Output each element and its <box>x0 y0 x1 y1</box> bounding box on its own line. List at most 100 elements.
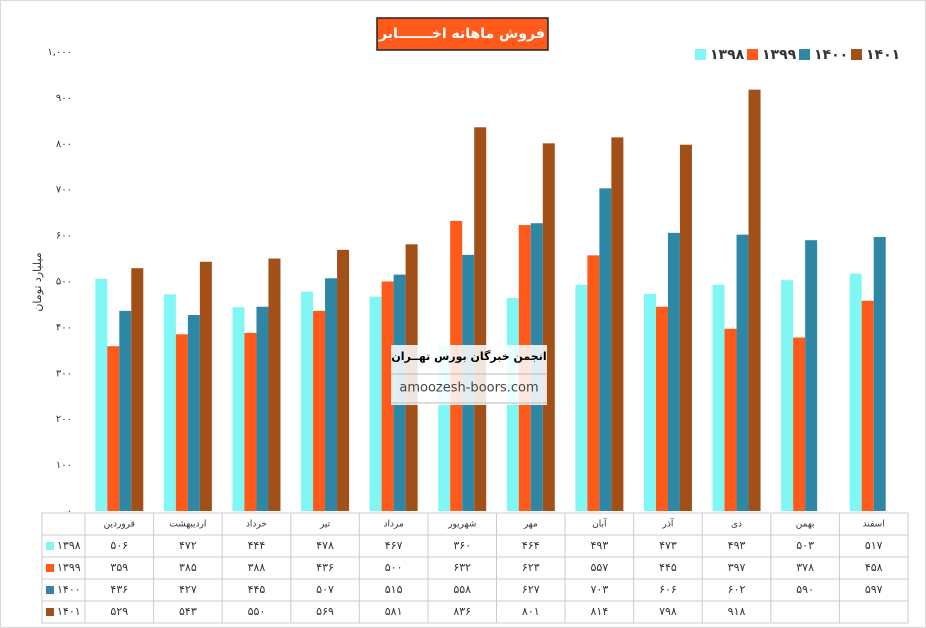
table-value: ۴۶۴ <box>522 539 540 552</box>
bar <box>381 281 394 511</box>
y-tick-label: ۶۰۰ <box>56 231 72 242</box>
table-value: ۴۹۳ <box>591 539 609 552</box>
table-value: ۸۰۱ <box>522 605 540 618</box>
table-value: ۴۳۶ <box>110 583 128 596</box>
bar <box>781 280 794 511</box>
table-value: ۳۵۹ <box>110 561 128 574</box>
x-tick-label: بهمن <box>796 520 815 530</box>
bar <box>849 273 862 511</box>
legend-label: ۱۳۹۸ <box>710 47 745 63</box>
legend-swatch <box>695 49 706 60</box>
y-tick-label: ۳۰۰ <box>56 368 72 379</box>
bar <box>369 296 382 511</box>
table-value: ۵۱۷ <box>865 539 883 552</box>
table-value: ۴۷۸ <box>316 539 334 552</box>
bar <box>232 307 245 511</box>
bar <box>805 240 818 511</box>
bar <box>611 137 624 511</box>
table-value: ۳۹۷ <box>728 561 746 574</box>
y-tick-label: ۸۰۰ <box>56 139 72 150</box>
y-tick-label: ۹۰۰ <box>56 93 72 104</box>
table-value: ۵۵۷ <box>591 561 609 574</box>
bar <box>175 334 188 511</box>
bar <box>337 249 350 512</box>
table-value: ۳۶۰ <box>453 539 471 552</box>
x-tick-label: خرداد <box>246 520 267 530</box>
table-value: ۵۵۸ <box>453 583 471 596</box>
table-value: ۴۴۵ <box>659 561 677 574</box>
y-tick-label: ۱,۰۰۰ <box>47 47 72 58</box>
table-value: ۶۰۶ <box>659 583 677 596</box>
table-series-name: ۱۳۹۹ <box>57 561 81 574</box>
bar <box>187 315 200 511</box>
table-value: ۵۰۷ <box>316 583 334 596</box>
y-tick-label: ۰ <box>67 506 72 517</box>
x-tick-label: اردیبهشت <box>169 520 206 530</box>
table-value: ۵۹۷ <box>865 583 883 596</box>
bar <box>119 310 132 511</box>
table-value: ۳۸۵ <box>179 561 197 574</box>
table-series-name: ۱۴۰۱ <box>57 605 81 618</box>
table-value: ۹۱۸ <box>728 605 746 618</box>
table-value: ۳۸۸ <box>248 561 266 574</box>
table-value: ۵۵۰ <box>248 605 266 618</box>
bar <box>542 143 555 511</box>
x-tick-label: مهر <box>523 520 538 530</box>
table-value: ۴۶۷ <box>385 539 403 552</box>
table-value: ۶۰۲ <box>728 583 746 596</box>
bar <box>712 284 725 511</box>
watermark-title: انجمن خبرگان بورس تهــران <box>391 350 546 363</box>
bar <box>163 294 176 511</box>
table-value: ۴۳۶ <box>316 561 334 574</box>
table-value: ۴۹۳ <box>728 539 746 552</box>
x-tick-label: مرداد <box>383 520 403 530</box>
x-tick-label: آذر <box>662 518 674 530</box>
bar <box>575 284 588 511</box>
table-value: ۵۰۶ <box>110 539 128 552</box>
y-tick-label: ۵۰۰ <box>56 277 72 288</box>
bar <box>313 310 326 511</box>
table-legend-swatch <box>46 542 54 550</box>
y-tick-label: ۴۰۰ <box>56 322 72 333</box>
legend-swatch <box>851 49 862 60</box>
table-legend-swatch <box>46 608 54 616</box>
table-value: ۵۰۳ <box>796 539 814 552</box>
table-value: ۵۲۹ <box>110 605 128 618</box>
bar <box>655 306 668 511</box>
table-value: ۶۲۳ <box>522 561 540 574</box>
x-tick-label: اسفند <box>863 520 885 530</box>
bar <box>268 258 281 511</box>
table-value: ۸۱۴ <box>591 605 609 618</box>
legend-label: ۱۳۹۹ <box>762 47 797 63</box>
table-value: ۴۷۳ <box>659 539 677 552</box>
watermark-box <box>391 345 547 405</box>
bar <box>199 261 212 511</box>
table-series-name: ۱۴۰۰ <box>57 583 81 596</box>
y-tick-label: ۱۰۰ <box>56 460 72 471</box>
bar <box>679 144 692 511</box>
legend-swatch <box>747 49 758 60</box>
table-value: ۷۰۳ <box>591 583 609 596</box>
y-axis-label: میلیارد تومان <box>31 252 44 311</box>
legend-label: ۱۴۰۱ <box>866 47 900 63</box>
bar <box>643 293 656 511</box>
bar <box>736 234 749 511</box>
bar <box>793 337 806 511</box>
table-value: ۵۰۰ <box>385 561 403 574</box>
bar <box>599 188 612 511</box>
watermark-url: amoozesh-boors.com <box>399 381 538 396</box>
table-value: ۳۷۸ <box>796 561 814 574</box>
bar <box>748 89 761 511</box>
table-value: ۴۴۵ <box>248 583 266 596</box>
title-box <box>376 17 549 51</box>
table-series-name: ۱۳۹۸ <box>57 539 81 552</box>
x-tick-label: فروردین <box>104 520 135 530</box>
bar <box>107 346 120 511</box>
table-value: ۴۲۷ <box>179 583 197 596</box>
legend-label: ۱۴۰۰ <box>814 47 848 63</box>
table-value: ۵۱۵ <box>385 583 403 596</box>
bar <box>667 232 680 511</box>
x-tick-label: شهریور <box>447 520 476 530</box>
bar <box>861 300 874 511</box>
bar <box>244 332 257 511</box>
